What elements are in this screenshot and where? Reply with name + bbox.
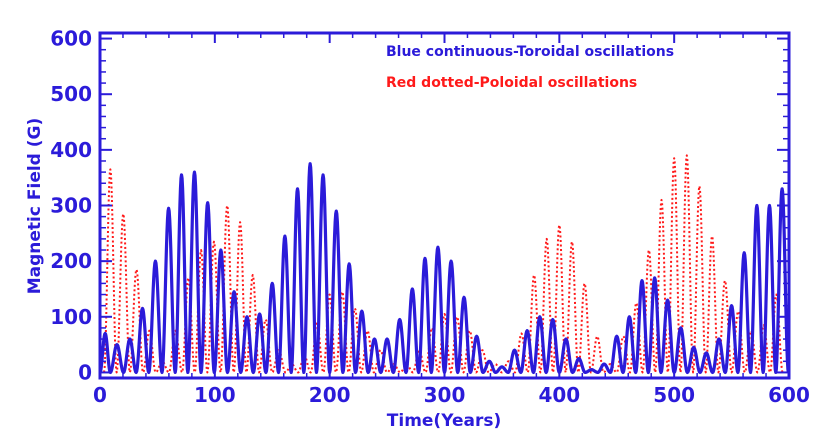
x-tick-label: 300 xyxy=(424,383,466,407)
y-tick-label: 300 xyxy=(50,194,92,218)
y-tick-label: 0 xyxy=(78,360,92,384)
legend-entry-poloidal: Red dotted-Poloidal oscillations xyxy=(386,75,637,91)
y-tick-label: 500 xyxy=(50,82,92,106)
x-tick-label: 0 xyxy=(93,383,107,407)
y-tick-label: 400 xyxy=(50,138,92,162)
x-tick-label: 600 xyxy=(768,383,810,407)
y-tick-label: 100 xyxy=(50,305,92,329)
x-axis-title: Time(Years) xyxy=(387,411,501,431)
y-axis-title: Magnetic Field (G) xyxy=(25,118,45,295)
x-tick-label: 500 xyxy=(653,383,695,407)
x-tick-label: 200 xyxy=(309,383,351,407)
ticks-layer: 0 100 200 300 400 500 600 0 100 200 300 400 500 600 xyxy=(50,27,810,407)
series-line-poloidal xyxy=(103,154,784,374)
x-tick-label: 100 xyxy=(194,383,236,407)
y-tick-label: 600 xyxy=(50,27,92,51)
legend-entry-toroidal: Blue continuous-Toroidal oscillations xyxy=(386,44,674,60)
y-tick-label: 200 xyxy=(50,249,92,273)
x-tick-label: 400 xyxy=(538,383,580,407)
series-layer xyxy=(100,154,789,375)
